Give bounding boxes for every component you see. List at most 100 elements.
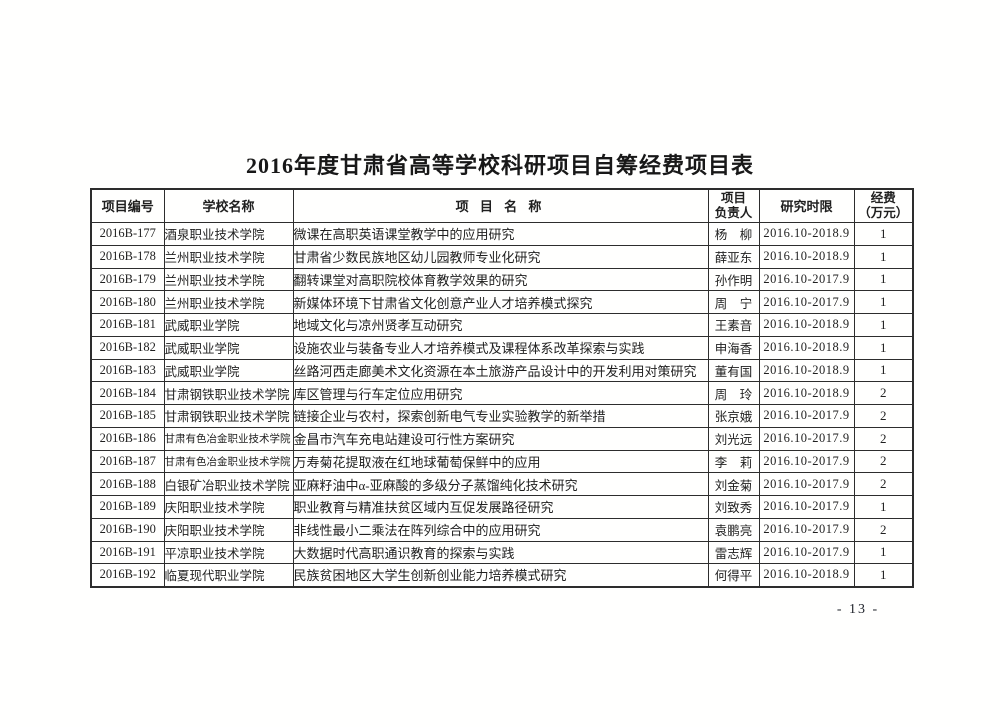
project-id-cell: 2016B-180 (90, 290, 165, 314)
school-name-cell: 临夏现代职业学院 (163, 563, 294, 587)
period-cell: 2016.10-2017.9 (758, 472, 855, 496)
project-id-cell: 2016B-186 (90, 426, 165, 451)
project-id-cell: 2016B-189 (90, 495, 165, 519)
fund-cell: 1 (853, 222, 914, 246)
fund-cell: 2 (853, 449, 914, 474)
fund-cell: 1 (853, 563, 914, 587)
period-cell: 2016.10-2017.9 (758, 404, 855, 428)
leader-cell: 刘致秀 (707, 495, 760, 519)
projects-table: 项目编号 学校名称 项 目 名 称 项目 负责人 研究时限 经费 （万元） 20… (90, 188, 914, 588)
project-name-cell: 民族贫困地区大学生创新创业能力培养模式研究 (292, 563, 709, 587)
period-cell: 2016.10-2017.9 (758, 290, 855, 314)
project-name-cell: 新媒体环境下甘肃省文化创意产业人才培养模式探究 (292, 290, 709, 314)
school-name-cell: 兰州职业技术学院 (163, 290, 294, 314)
fund-cell: 2 (853, 381, 914, 405)
project-name-cell: 非线性最小二乘法在阵列综合中的应用研究 (292, 517, 709, 542)
fund-cell: 1 (853, 495, 914, 519)
table-row: 2016B-182 武威职业学院 设施农业与装备专业人才培养模式及课程体系改革探… (90, 335, 914, 360)
period-cell: 2016.10-2018.9 (758, 381, 855, 405)
table-row: 2016B-185 甘肃钢铁职业技术学院 链接企业与农村，探索创新电气专业实验教… (90, 404, 914, 428)
project-name-cell: 万寿菊花提取液在红地球葡萄保鲜中的应用 (292, 449, 709, 474)
leader-cell: 孙作明 (707, 267, 760, 292)
table-row: 2016B-188 白银矿冶职业技术学院 亚麻籽油中α-亚麻酸的多级分子蒸馏纯化… (90, 472, 914, 496)
project-name-cell: 设施农业与装备专业人才培养模式及课程体系改革探索与实践 (292, 335, 709, 360)
leader-cell: 雷志辉 (707, 540, 760, 565)
project-id-cell: 2016B-182 (90, 335, 165, 360)
table-row: 2016B-187 甘肃有色冶金职业技术学院 万寿菊花提取液在红地球葡萄保鲜中的… (90, 449, 914, 474)
project-name-cell: 金昌市汽车充电站建设可行性方案研究 (292, 426, 709, 451)
project-id-cell: 2016B-192 (90, 563, 165, 587)
project-id-cell: 2016B-183 (90, 358, 165, 383)
period-cell: 2016.10-2017.9 (758, 449, 855, 474)
table-row: 2016B-179 兰州职业技术学院 翻转课堂对高职院校体育教学效果的研究 孙作… (90, 267, 914, 292)
page-number: - 13 - (836, 602, 880, 617)
period-cell: 2016.10-2017.9 (758, 517, 855, 542)
project-id-cell: 2016B-187 (90, 449, 165, 474)
fund-cell: 2 (853, 472, 914, 496)
fund-cell: 1 (853, 244, 914, 269)
header-project-name: 项 目 名 称 (292, 188, 709, 223)
header-fund: 经费 （万元） (853, 188, 914, 223)
leader-cell: 何得平 (707, 563, 760, 587)
leader-cell: 杨 柳 (707, 222, 760, 246)
leader-cell: 李 莉 (707, 449, 760, 474)
leader-cell: 申海香 (707, 335, 760, 360)
table-row: 2016B-183 武威职业学院 丝路河西走廊美术文化资源在本土旅游产品设计中的… (90, 358, 914, 383)
period-cell: 2016.10-2017.9 (758, 495, 855, 519)
table-row: 2016B-186 甘肃有色冶金职业技术学院 金昌市汽车充电站建设可行性方案研究… (90, 426, 914, 451)
period-cell: 2016.10-2017.9 (758, 540, 855, 565)
fund-cell: 1 (853, 358, 914, 383)
project-name-cell: 丝路河西走廊美术文化资源在本土旅游产品设计中的开发利用对策研究 (292, 358, 709, 383)
period-cell: 2016.10-2017.9 (758, 267, 855, 292)
school-name-cell: 白银矿冶职业技术学院 (163, 472, 294, 496)
table-row: 2016B-181 武威职业学院 地域文化与凉州贤孝互动研究 王素音 2016.… (90, 313, 914, 337)
leader-cell: 王素音 (707, 313, 760, 337)
project-id-cell: 2016B-190 (90, 517, 165, 542)
school-name-cell: 庆阳职业技术学院 (163, 495, 294, 519)
school-name-cell: 武威职业学院 (163, 335, 294, 360)
fund-cell: 1 (853, 290, 914, 314)
leader-cell: 薛亚东 (707, 244, 760, 269)
project-id-cell: 2016B-181 (90, 313, 165, 337)
leader-cell: 张京娥 (707, 404, 760, 428)
fund-cell: 2 (853, 517, 914, 542)
school-name-cell: 兰州职业技术学院 (163, 244, 294, 269)
fund-cell: 1 (853, 313, 914, 337)
table-row: 2016B-178 兰州职业技术学院 甘肃省少数民族地区幼儿园教师专业化研究 薛… (90, 244, 914, 269)
project-name-cell: 职业教育与精准扶贫区域内互促发展路径研究 (292, 495, 709, 519)
period-cell: 2016.10-2018.9 (758, 244, 855, 269)
project-id-cell: 2016B-179 (90, 267, 165, 292)
project-id-cell: 2016B-191 (90, 540, 165, 565)
table-row: 2016B-190 庆阳职业技术学院 非线性最小二乘法在阵列综合中的应用研究 袁… (90, 517, 914, 542)
header-fund-line1: 经费 (870, 191, 896, 205)
table-row: 2016B-191 平凉职业技术学院 大数据时代高职通识教育的探索与实践 雷志辉… (90, 540, 914, 565)
period-cell: 2016.10-2018.9 (758, 335, 855, 360)
fund-cell: 2 (853, 426, 914, 451)
header-leader-line2: 负责人 (714, 206, 753, 220)
project-name-cell: 亚麻籽油中α-亚麻酸的多级分子蒸馏纯化技术研究 (292, 472, 709, 496)
project-id-cell: 2016B-178 (90, 244, 165, 269)
period-cell: 2016.10-2017.9 (758, 426, 855, 451)
header-project-leader: 项目 负责人 (707, 188, 760, 223)
period-cell: 2016.10-2018.9 (758, 563, 855, 587)
project-name-cell: 翻转课堂对高职院校体育教学效果的研究 (292, 267, 709, 292)
table-row: 2016B-184 甘肃钢铁职业技术学院 库区管理与行车定位应用研究 周 玲 2… (90, 381, 914, 405)
school-name-cell: 庆阳职业技术学院 (163, 517, 294, 542)
table-row: 2016B-189 庆阳职业技术学院 职业教育与精准扶贫区域内互促发展路径研究 … (90, 495, 914, 519)
leader-cell: 周 玲 (707, 381, 760, 405)
school-name-cell: 酒泉职业技术学院 (163, 222, 294, 246)
fund-cell: 1 (853, 267, 914, 292)
leader-cell: 刘光远 (707, 426, 760, 451)
project-id-cell: 2016B-177 (90, 222, 165, 246)
project-id-cell: 2016B-184 (90, 381, 165, 405)
fund-cell: 1 (853, 540, 914, 565)
project-id-cell: 2016B-188 (90, 472, 165, 496)
table-body: 2016B-177 酒泉职业技术学院 微课在高职英语课堂教学中的应用研究 杨 柳… (90, 222, 914, 587)
page-title: 2016年度甘肃省高等学校科研项目自筹经费项目表 (245, 153, 754, 178)
table-row: 2016B-192 临夏现代职业学院 民族贫困地区大学生创新创业能力培养模式研究… (90, 563, 914, 587)
header-school-name: 学校名称 (163, 188, 294, 223)
period-cell: 2016.10-2018.9 (758, 358, 855, 383)
project-name-cell: 微课在高职英语课堂教学中的应用研究 (292, 222, 709, 246)
leader-cell: 董有国 (707, 358, 760, 383)
